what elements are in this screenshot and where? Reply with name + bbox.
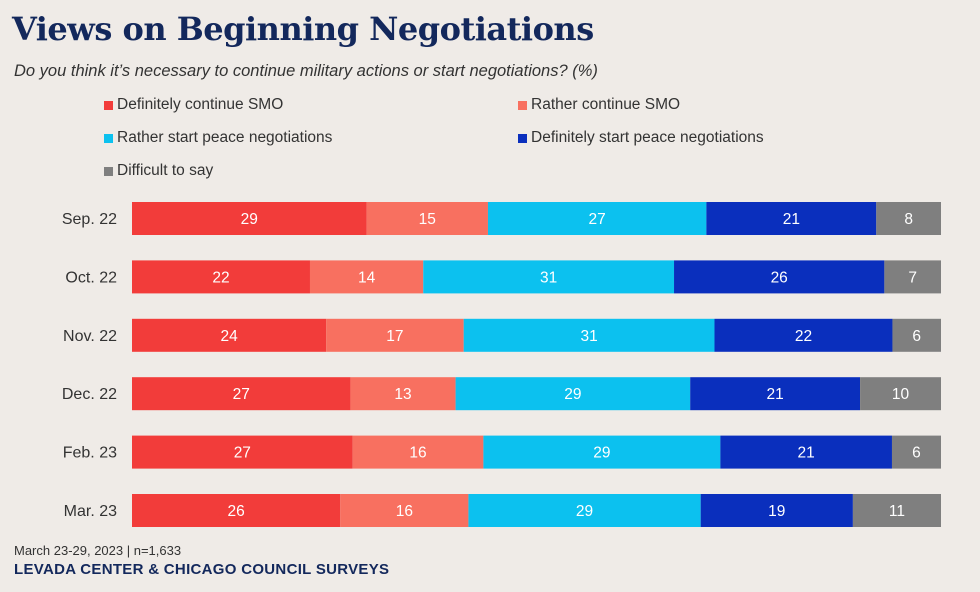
chart-title: Views on Beginning Negotiations bbox=[12, 10, 594, 48]
category-label-sep-22: Sep. 22 bbox=[62, 211, 117, 228]
bar-feb-23-definitely-continue-smo bbox=[132, 435, 353, 469]
bar-oct-22-rather-start-peace-negotiations bbox=[423, 260, 675, 294]
bar-value-sep-22-rather-start-peace-negotiations: 27 bbox=[589, 211, 606, 228]
bar-value-sep-22-definitely-start-peace-negotiations: 21 bbox=[783, 211, 800, 228]
bar-value-feb-23-difficult-to-say: 6 bbox=[912, 445, 921, 462]
bar-dec-22-difficult-to-say bbox=[860, 377, 941, 411]
bar-feb-23-definitely-start-peace-negotiations bbox=[720, 435, 892, 469]
bar-nov-22-difficult-to-say bbox=[892, 318, 941, 352]
credit-line: LEVADA CENTER & CHICAGO COUNCIL SURVEYS bbox=[14, 561, 390, 578]
bar-nov-22-definitely-continue-smo bbox=[132, 318, 327, 352]
category-label-dec-22: Dec. 22 bbox=[62, 386, 117, 403]
legend-swatch-difficult bbox=[104, 166, 113, 176]
legend-swatch-rather-start bbox=[104, 133, 113, 143]
bar-value-oct-22-definitely-continue-smo: 22 bbox=[212, 269, 229, 286]
legend-item-rather-start: Rather start peace negotiations bbox=[104, 129, 332, 147]
bar-value-mar-23-definitely-start-peace-negotiations: 19 bbox=[768, 503, 785, 520]
bar-value-dec-22-definitely-continue-smo: 27 bbox=[233, 386, 250, 403]
bar-value-feb-23-rather-continue-smo: 16 bbox=[409, 445, 426, 462]
bar-mar-23-difficult-to-say bbox=[852, 494, 941, 527]
bar-value-nov-22-difficult-to-say: 6 bbox=[912, 328, 921, 345]
bar-feb-23-difficult-to-say bbox=[891, 435, 941, 469]
bar-value-mar-23-rather-start-peace-negotiations: 29 bbox=[576, 503, 593, 520]
bar-sep-22-definitely-continue-smo bbox=[132, 202, 367, 235]
legend-label-rather-start: Rather start peace negotiations bbox=[117, 129, 333, 146]
bar-mar-23-rather-start-peace-negotiations bbox=[468, 494, 701, 527]
bar-mar-23-definitely-start-peace-negotiations bbox=[700, 494, 853, 527]
bar-value-dec-22-rather-continue-smo: 13 bbox=[394, 386, 411, 403]
bar-sep-22-rather-continue-smo bbox=[366, 202, 488, 235]
legend-item-definitely-start: Definitely start peace negotiations bbox=[518, 129, 764, 147]
bar-value-mar-23-rather-continue-smo: 16 bbox=[396, 503, 413, 520]
bar-sep-22-difficult-to-say bbox=[876, 202, 941, 235]
bar-value-oct-22-rather-start-peace-negotiations: 31 bbox=[540, 269, 557, 286]
bar-value-nov-22-rather-start-peace-negotiations: 31 bbox=[580, 328, 597, 345]
legend-item-definitely-continue: Definitely continue SMO bbox=[104, 96, 283, 114]
bar-dec-22-definitely-continue-smo bbox=[132, 377, 351, 411]
bar-mar-23-definitely-continue-smo bbox=[132, 494, 341, 527]
chart-subtitle: Do you think it’s necessary to continue … bbox=[14, 62, 598, 80]
bar-nov-22-definitely-start-peace-negotiations bbox=[714, 318, 893, 352]
bar-value-dec-22-difficult-to-say: 10 bbox=[892, 386, 910, 403]
legend-label-difficult: Difficult to say bbox=[117, 162, 214, 179]
bar-value-mar-23-definitely-continue-smo: 26 bbox=[228, 503, 245, 520]
bar-nov-22-rather-start-peace-negotiations bbox=[463, 318, 715, 352]
bar-value-nov-22-rather-continue-smo: 17 bbox=[386, 328, 403, 345]
legend-label-rather-continue: Rather continue SMO bbox=[531, 96, 681, 113]
bar-value-nov-22-definitely-continue-smo: 24 bbox=[220, 328, 238, 345]
bar-oct-22-definitely-start-peace-negotiations bbox=[674, 260, 885, 294]
bar-oct-22-rather-continue-smo bbox=[309, 260, 424, 294]
bar-value-oct-22-difficult-to-say: 7 bbox=[908, 269, 917, 286]
bar-oct-22-difficult-to-say bbox=[884, 260, 941, 294]
legend-label-definitely-continue: Definitely continue SMO bbox=[117, 96, 284, 113]
bar-value-feb-23-definitely-start-peace-negotiations: 21 bbox=[798, 445, 815, 462]
bar-sep-22-definitely-start-peace-negotiations bbox=[706, 202, 877, 235]
bar-sep-22-rather-start-peace-negotiations bbox=[487, 202, 707, 235]
bar-value-nov-22-definitely-start-peace-negotiations: 22 bbox=[795, 328, 812, 345]
source-note: March 23-29, 2023 | n=1,633 bbox=[14, 543, 182, 558]
bar-dec-22-rather-continue-smo bbox=[350, 377, 456, 411]
bar-dec-22-rather-start-peace-negotiations bbox=[455, 377, 691, 411]
category-label-mar-23: Mar. 23 bbox=[64, 503, 117, 520]
bar-value-sep-22-rather-continue-smo: 15 bbox=[419, 211, 436, 228]
bar-value-dec-22-definitely-start-peace-negotiations: 21 bbox=[767, 386, 784, 403]
bar-feb-23-rather-continue-smo bbox=[352, 435, 484, 469]
bar-value-feb-23-definitely-continue-smo: 27 bbox=[234, 445, 251, 462]
category-label-feb-23: Feb. 23 bbox=[63, 445, 117, 462]
legend-swatch-definitely-continue bbox=[104, 100, 113, 110]
legend-item-rather-continue: Rather continue SMO bbox=[518, 96, 680, 114]
bar-mar-23-rather-continue-smo bbox=[340, 494, 469, 527]
bar-feb-23-rather-start-peace-negotiations bbox=[483, 435, 721, 469]
category-label-nov-22: Nov. 22 bbox=[63, 328, 117, 345]
legend-swatch-rather-continue bbox=[518, 100, 527, 110]
bar-value-mar-23-difficult-to-say: 11 bbox=[889, 503, 905, 520]
legend-swatch-definitely-start bbox=[518, 133, 527, 143]
legend-item-difficult: Difficult to say bbox=[104, 162, 213, 180]
bar-value-sep-22-difficult-to-say: 8 bbox=[904, 211, 913, 228]
bar-value-oct-22-rather-continue-smo: 14 bbox=[358, 269, 376, 286]
bar-oct-22-definitely-continue-smo bbox=[132, 260, 310, 294]
bar-nov-22-rather-continue-smo bbox=[326, 318, 464, 352]
bar-value-feb-23-rather-start-peace-negotiations: 29 bbox=[593, 445, 610, 462]
category-label-oct-22: Oct. 22 bbox=[65, 269, 117, 286]
bar-value-oct-22-definitely-start-peace-negotiations: 26 bbox=[771, 269, 788, 286]
bar-dec-22-definitely-start-peace-negotiations bbox=[690, 377, 861, 411]
legend-label-definitely-start: Definitely start peace negotiations bbox=[531, 129, 764, 146]
bar-value-dec-22-rather-start-peace-negotiations: 29 bbox=[564, 386, 581, 403]
bar-value-sep-22-definitely-continue-smo: 29 bbox=[241, 211, 258, 228]
